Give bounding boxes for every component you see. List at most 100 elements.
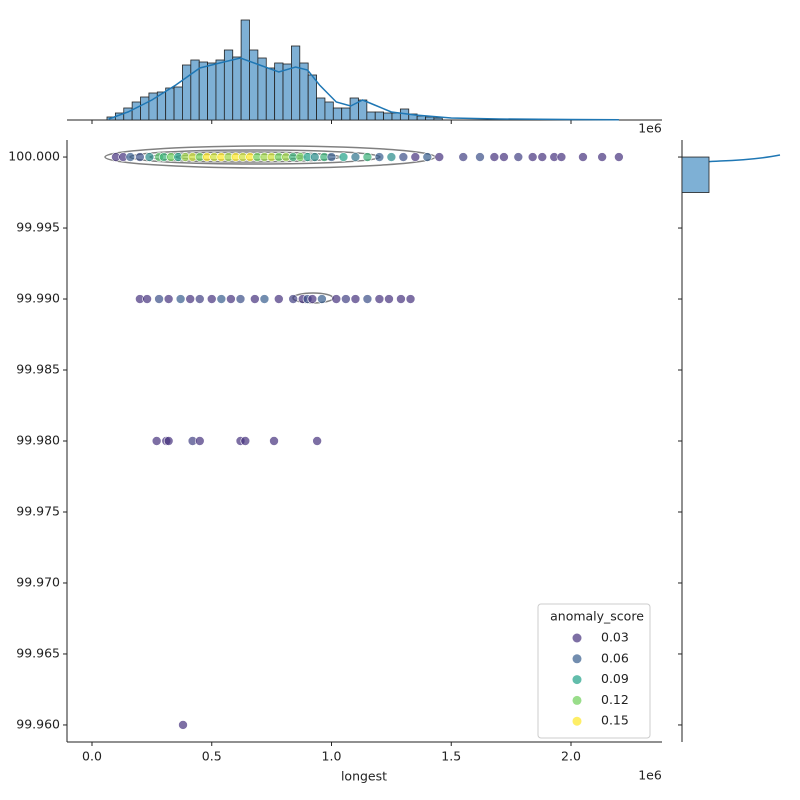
scatter-point — [350, 152, 361, 162]
scatter-point — [475, 152, 485, 162]
histogram-bar — [307, 74, 317, 121]
legend-marker — [572, 675, 582, 685]
histogram-bar — [341, 107, 351, 121]
histogram-bar — [282, 63, 292, 121]
scatter-point — [362, 294, 373, 304]
scatter-point — [259, 294, 270, 304]
legend-label: 0.12 — [601, 692, 629, 707]
scatter-point — [341, 294, 351, 304]
scatter-point — [537, 152, 548, 162]
scatter-point — [374, 294, 385, 304]
histogram-bar — [374, 111, 385, 121]
top-offset-label: 1e6 — [638, 121, 662, 136]
histogram-bar — [416, 115, 426, 121]
histogram-bar — [332, 107, 343, 121]
scatter-point — [125, 152, 136, 162]
histogram-bar — [316, 97, 326, 121]
y-tick-label: 99.990 — [16, 291, 60, 306]
histogram-bar — [383, 112, 393, 121]
scatter-point — [163, 294, 174, 304]
scatter-point — [597, 152, 607, 162]
histogram-bar — [349, 97, 359, 121]
histogram-bar — [299, 62, 309, 121]
scatter-point — [317, 294, 327, 304]
scatter-point — [194, 436, 205, 446]
scatter-point — [458, 152, 469, 162]
scatter-point — [250, 294, 260, 304]
scatter-point — [405, 294, 416, 304]
histogram-bar — [198, 61, 208, 121]
scatter-point — [338, 152, 349, 162]
scatter-point — [396, 294, 406, 304]
legend-marker — [572, 695, 582, 705]
legend-title: anomaly_score — [550, 609, 644, 624]
scatter-point — [410, 152, 421, 162]
y-tick-label: 99.965 — [16, 645, 60, 660]
scatter-point — [288, 294, 298, 304]
y-tick-label: 99.970 — [16, 574, 60, 589]
legend-marker — [572, 633, 582, 643]
scatter-point — [269, 436, 279, 446]
scatter-point — [144, 152, 155, 162]
scatter-point — [499, 152, 509, 162]
histogram-bar — [131, 101, 141, 121]
scatter-point — [175, 294, 186, 304]
histogram-bar — [391, 112, 401, 121]
scatter-point — [489, 152, 500, 162]
kde-line — [108, 57, 619, 121]
scatter-point — [384, 294, 394, 304]
scatter-point — [362, 152, 373, 162]
scatter-point — [154, 294, 164, 304]
scatter-point — [142, 294, 152, 304]
legend-label: 0.15 — [601, 713, 629, 728]
scatter-point — [331, 294, 342, 304]
histogram-bar — [324, 101, 334, 121]
y-tick-label: 99.995 — [16, 220, 60, 235]
scatter-point — [312, 436, 322, 446]
scatter-point — [398, 152, 409, 162]
scatter-point — [350, 294, 361, 304]
histogram-bar — [425, 116, 435, 121]
y-tick-label: 99.975 — [16, 503, 60, 518]
histogram-bar — [240, 19, 250, 121]
scatter-point — [194, 294, 205, 304]
scatter-point — [434, 152, 445, 162]
scatter-point — [309, 152, 320, 162]
histogram-bar — [232, 56, 242, 121]
scatter-point — [422, 152, 433, 162]
scatter-point — [307, 294, 318, 304]
histogram-bar — [207, 62, 217, 121]
histogram-bar — [433, 117, 443, 121]
histogram-bar — [173, 86, 183, 121]
x-tick-label: 2.0 — [561, 749, 581, 764]
scatter-point — [185, 294, 195, 304]
legend-marker — [572, 654, 582, 664]
legend-box — [537, 603, 651, 739]
scatter-point — [578, 152, 588, 162]
scatter-point — [374, 152, 385, 162]
histogram-bar — [358, 99, 368, 121]
y-tick-label: 99.985 — [16, 362, 60, 377]
scatter-point — [240, 436, 251, 446]
x-tick-label: 0.5 — [202, 749, 222, 764]
scatter-point — [163, 436, 174, 446]
scatter-point — [216, 294, 227, 304]
y-tick-label: 99.980 — [16, 433, 60, 448]
x-axis-label: longest — [341, 769, 387, 784]
legend-marker — [572, 716, 582, 726]
y-tick-label: 100.000 — [8, 149, 60, 164]
histogram-bar — [249, 49, 259, 121]
legend-label: 0.03 — [601, 630, 629, 645]
histogram-bar — [366, 111, 376, 121]
histogram-bar — [291, 45, 301, 121]
histogram-bar — [681, 156, 710, 193]
scatter-point — [556, 152, 567, 162]
scatter-point — [235, 294, 246, 304]
scatter-point — [274, 294, 284, 304]
x-tick-label: 1.0 — [322, 749, 342, 764]
scatter-point — [614, 152, 624, 162]
histogram-bar — [182, 64, 192, 121]
scatter-point — [206, 294, 217, 304]
x-tick-label: 0.0 — [82, 749, 102, 764]
